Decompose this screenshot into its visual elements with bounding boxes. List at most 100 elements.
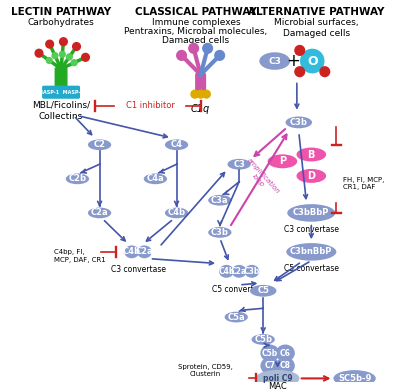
Circle shape [295, 67, 304, 76]
Circle shape [60, 51, 65, 57]
Text: B: B [308, 149, 315, 160]
Ellipse shape [276, 357, 295, 374]
Text: C2a: C2a [91, 209, 108, 218]
Text: C3: C3 [233, 160, 245, 169]
Text: Carbohydrates: Carbohydrates [28, 18, 94, 27]
Ellipse shape [287, 204, 335, 222]
Text: C3 convertase: C3 convertase [284, 225, 339, 234]
Text: Microbial surfaces,
Damaged cells: Microbial surfaces, Damaged cells [274, 18, 358, 38]
Text: C1q: C1q [191, 104, 210, 114]
Circle shape [197, 90, 204, 98]
Text: MAC: MAC [268, 382, 287, 391]
Text: C5 convertase: C5 convertase [284, 263, 339, 272]
Ellipse shape [259, 52, 290, 70]
Circle shape [73, 43, 80, 51]
Text: C5b: C5b [262, 348, 278, 358]
Text: C2b: C2b [68, 174, 86, 183]
Ellipse shape [256, 370, 299, 386]
Ellipse shape [219, 265, 234, 278]
Ellipse shape [232, 265, 246, 278]
Text: FH, FI, MCP,
CR1, DAF: FH, FI, MCP, CR1, DAF [343, 177, 384, 191]
Ellipse shape [334, 370, 376, 387]
Text: Sprotein, CD59,
Clusterin: Sprotein, CD59, Clusterin [178, 364, 233, 377]
Circle shape [35, 49, 43, 57]
Ellipse shape [296, 169, 326, 183]
Text: C3b: C3b [244, 267, 260, 276]
Text: C5: C5 [257, 286, 269, 295]
FancyBboxPatch shape [43, 86, 79, 98]
Text: LECTIN PATHWAY: LECTIN PATHWAY [11, 7, 111, 16]
Text: C3 convertase: C3 convertase [110, 265, 166, 274]
Circle shape [203, 44, 212, 53]
Text: C7: C7 [264, 361, 276, 370]
Circle shape [60, 38, 67, 45]
Circle shape [301, 49, 324, 73]
Text: poli C9: poli C9 [263, 374, 292, 383]
FancyBboxPatch shape [55, 68, 67, 89]
Text: +: + [286, 52, 300, 70]
Text: C2a: C2a [231, 267, 247, 276]
Text: amplification
loop: amplification loop [240, 156, 280, 199]
Ellipse shape [250, 285, 276, 297]
Text: C4bp, FI,
MCP, DAF, CR1: C4bp, FI, MCP, DAF, CR1 [54, 249, 106, 263]
Text: C8: C8 [280, 361, 291, 370]
Text: SC5b-9: SC5b-9 [338, 374, 371, 383]
Circle shape [46, 40, 54, 48]
Ellipse shape [88, 140, 111, 150]
Text: O: O [307, 54, 318, 67]
Text: C3b: C3b [290, 118, 308, 127]
Text: C6: C6 [280, 348, 291, 358]
Ellipse shape [165, 207, 188, 218]
Text: Damaged cells: Damaged cells [162, 36, 229, 45]
Text: C3b: C3b [211, 228, 229, 237]
Text: Immune complexes: Immune complexes [152, 18, 240, 27]
Ellipse shape [124, 245, 139, 258]
Ellipse shape [268, 154, 297, 168]
Text: C5 convertase: C5 convertase [212, 285, 267, 294]
Ellipse shape [286, 243, 336, 261]
Text: C1 inhibitor: C1 inhibitor [126, 102, 175, 110]
Circle shape [46, 58, 52, 64]
Text: C5a: C5a [228, 312, 245, 321]
Text: ALTERNATIVE PATHWAY: ALTERNATIVE PATHWAY [248, 7, 384, 16]
Circle shape [191, 90, 199, 98]
Ellipse shape [260, 345, 280, 362]
Ellipse shape [66, 174, 89, 184]
Text: C3a: C3a [211, 196, 229, 205]
Text: P: P [279, 156, 286, 166]
Ellipse shape [228, 159, 251, 170]
Text: C4b: C4b [168, 209, 186, 218]
Text: C4b: C4b [123, 247, 141, 256]
Ellipse shape [144, 174, 167, 184]
Ellipse shape [208, 227, 232, 238]
Text: Pentraxins, Microbal molecules,: Pentraxins, Microbal molecules, [124, 27, 268, 36]
Text: C3bBbP: C3bBbP [293, 209, 330, 218]
Text: MASP-1  MASP-2: MASP-1 MASP-2 [38, 90, 84, 95]
Ellipse shape [286, 116, 312, 128]
Text: C2a: C2a [136, 247, 153, 256]
Text: CLASSICAL PATHWAY: CLASSICAL PATHWAY [135, 7, 257, 16]
Text: C4a: C4a [146, 174, 164, 183]
Ellipse shape [252, 334, 275, 345]
Circle shape [202, 90, 210, 98]
Text: C2: C2 [94, 140, 106, 149]
Text: C5b: C5b [254, 335, 272, 344]
Circle shape [66, 54, 72, 60]
Text: MBL/Ficolins/
Collectins: MBL/Ficolins/ Collectins [32, 101, 90, 121]
Circle shape [52, 53, 58, 58]
Text: C3bnBbP: C3bnBbP [290, 247, 332, 256]
Circle shape [82, 53, 89, 61]
Circle shape [71, 60, 77, 65]
Circle shape [177, 51, 186, 60]
Ellipse shape [296, 147, 326, 162]
Circle shape [189, 44, 198, 53]
Text: D: D [307, 171, 315, 181]
Ellipse shape [208, 195, 232, 206]
Ellipse shape [165, 140, 188, 150]
Circle shape [215, 51, 224, 60]
Ellipse shape [224, 312, 248, 323]
Ellipse shape [137, 245, 152, 258]
Ellipse shape [276, 345, 295, 362]
FancyBboxPatch shape [196, 74, 206, 93]
Circle shape [320, 67, 330, 76]
